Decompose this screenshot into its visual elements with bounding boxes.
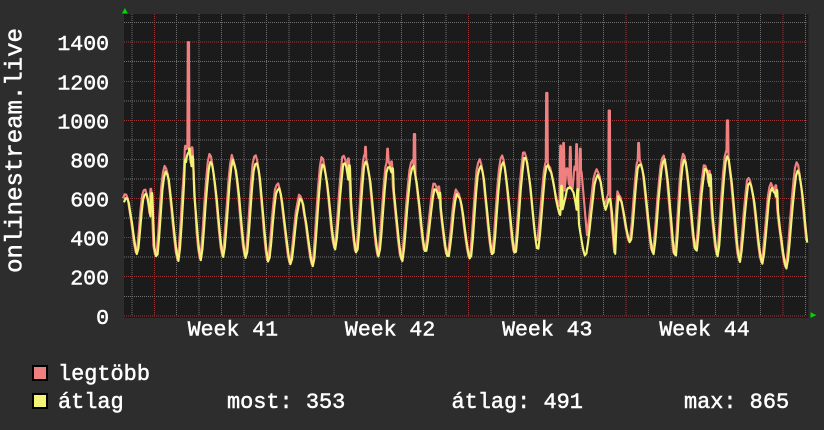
svg-text:Week 43: Week 43: [502, 319, 592, 343]
svg-text:max: 865: max: 865: [684, 390, 789, 415]
svg-text:800: 800: [70, 151, 109, 175]
svg-text:200: 200: [70, 268, 109, 292]
svg-text:onlinestream.live: onlinestream.live: [3, 28, 30, 273]
svg-text:Week 42: Week 42: [345, 319, 435, 343]
svg-text:legtöbb: legtöbb: [58, 362, 150, 387]
svg-text:1400: 1400: [57, 33, 109, 57]
svg-text:Week 44: Week 44: [659, 319, 749, 343]
svg-text:most: 353: most: 353: [227, 390, 345, 415]
svg-text:0: 0: [96, 307, 109, 331]
svg-text:átlag: átlag: [58, 390, 124, 415]
svg-text:600: 600: [70, 190, 109, 214]
svg-text:1000: 1000: [57, 111, 109, 135]
svg-text:1200: 1200: [57, 72, 109, 96]
svg-text:átlag: 491: átlag: 491: [452, 390, 583, 415]
svg-text:400: 400: [70, 229, 109, 253]
svg-text:Week 41: Week 41: [188, 319, 278, 343]
